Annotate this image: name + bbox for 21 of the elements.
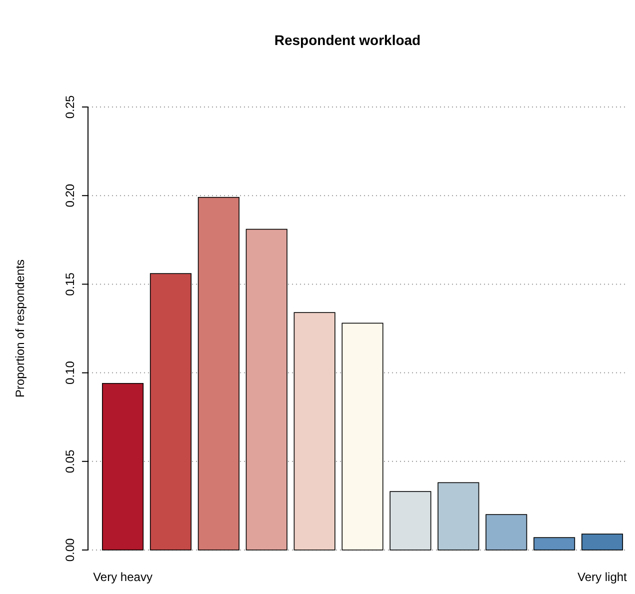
y-tick-label: 0.25 — [63, 95, 77, 119]
y-tick-label: 0.05 — [63, 449, 77, 474]
chart-title: Respondent workload — [274, 32, 421, 48]
y-tick-label: 0.10 — [63, 360, 77, 384]
bar — [150, 273, 192, 550]
y-tick-label: 0.15 — [63, 272, 77, 296]
x-tick-label: Very heavy — [93, 570, 152, 584]
x-tick-label: Very light — [578, 570, 628, 584]
bar — [294, 312, 336, 550]
bar — [581, 534, 623, 550]
bar — [246, 228, 288, 550]
bar — [390, 491, 432, 550]
bar — [198, 196, 240, 550]
bar — [438, 482, 480, 550]
y-tick-label: 0.20 — [63, 184, 77, 208]
bar — [486, 514, 528, 550]
bar — [534, 537, 576, 550]
y-tick-label: 0.00 — [63, 538, 77, 562]
bar — [102, 383, 144, 550]
y-axis-title: Proportion of respondents — [13, 259, 27, 398]
bar — [342, 322, 384, 550]
